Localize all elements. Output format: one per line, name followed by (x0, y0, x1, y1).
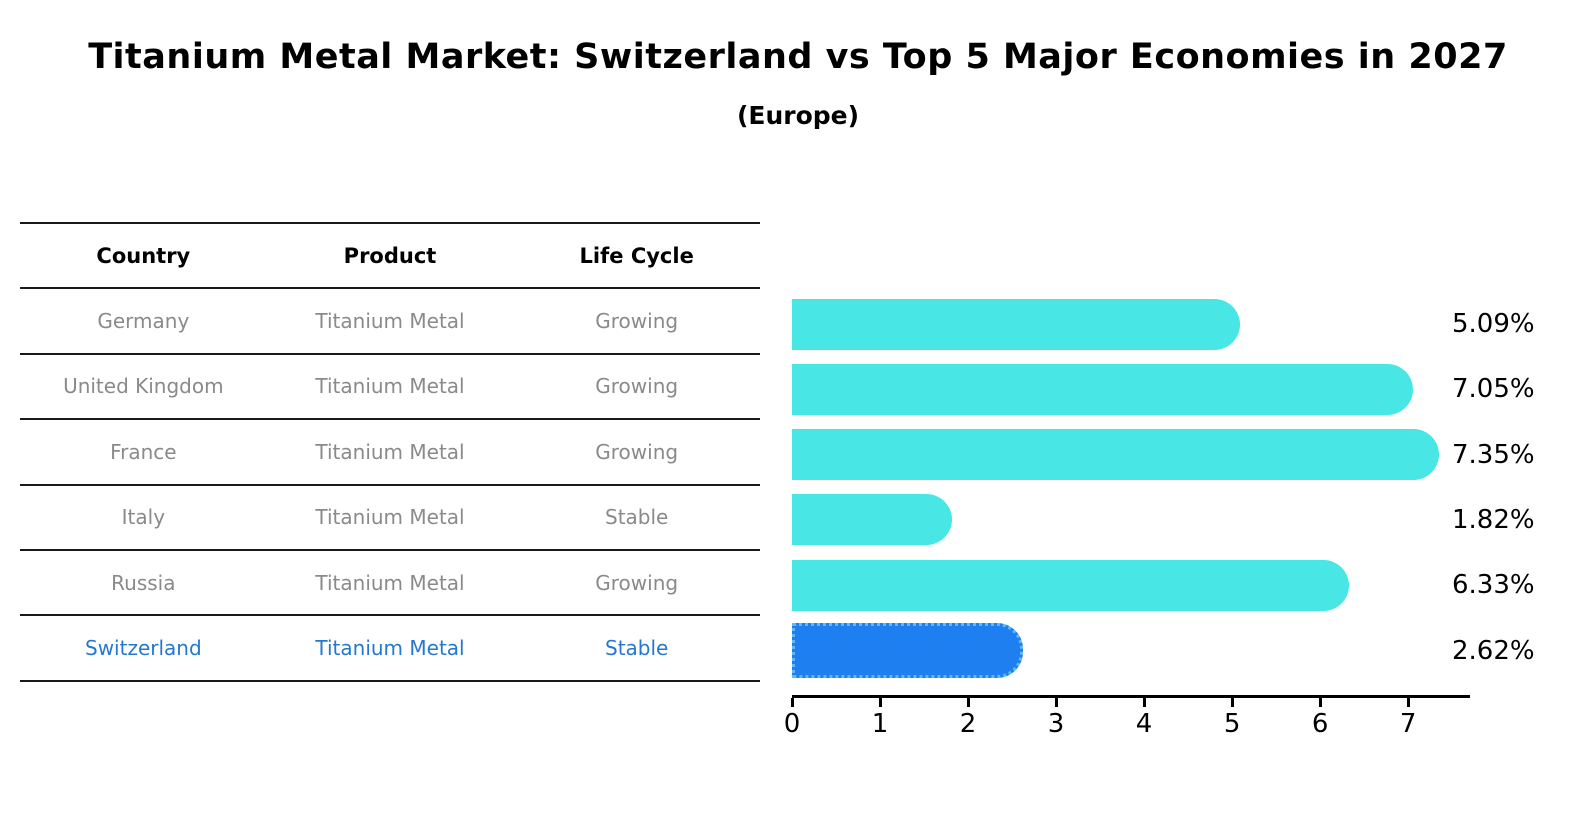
x-axis-tick-label: 7 (1399, 709, 1417, 739)
bar-switzerland (792, 623, 1023, 679)
cell-lifecycle: Growing (595, 374, 679, 399)
bar-germany (792, 298, 1241, 350)
x-axis-tick (1407, 698, 1411, 707)
table-header-row: Country Product Life Cycle (20, 224, 760, 290)
x-axis-tick (879, 698, 883, 707)
table-row-france: France Titanium Metal Growing (20, 420, 760, 486)
bar-italy (792, 494, 953, 546)
cell-product: Titanium Metal (315, 570, 465, 595)
cell-lifecycle: Stable (605, 505, 669, 530)
table-row-switzerland: Switzerland Titanium Metal Stable (20, 616, 760, 682)
value-labels-layer: 5.09% 7.05% 7.35% 1.82% 6.33% 2.62% (1452, 280, 1596, 760)
value-label-switzerland: 2.62% (1452, 635, 1535, 666)
table-row-russia: Russia Titanium Metal Growing (20, 551, 760, 617)
bar-united-kingdom (792, 363, 1413, 415)
x-axis-tick-label: 6 (1311, 709, 1329, 739)
bar-chart: 0 1 2 3 4 5 6 7 (784, 280, 1472, 760)
value-label-united-kingdom: 7.05% (1452, 374, 1535, 405)
x-axis-tick (1231, 698, 1235, 707)
column-header-lifecycle: Life Cycle (579, 243, 694, 268)
cell-product: Titanium Metal (315, 636, 465, 661)
x-axis-tick (791, 698, 794, 707)
value-label-russia: 6.33% (1452, 570, 1535, 601)
table-row-united-kingdom: United Kingdom Titanium Metal Growing (20, 355, 760, 421)
cell-lifecycle: Growing (595, 570, 679, 595)
cell-product: Titanium Metal (315, 374, 465, 399)
x-axis-tick (967, 698, 971, 707)
cell-lifecycle: Stable (605, 636, 669, 661)
x-axis-tick (1319, 698, 1323, 707)
cell-country: Italy (121, 505, 166, 530)
x-axis-tick-label: 2 (959, 709, 977, 739)
cell-country: Germany (97, 309, 190, 334)
x-axis-tick-label: 0 (783, 709, 801, 739)
x-axis-tick (1055, 698, 1059, 707)
x-axis-line (792, 695, 1470, 698)
cell-country: France (110, 439, 177, 464)
cell-lifecycle: Growing (595, 309, 679, 334)
column-header-product: Product (343, 243, 437, 268)
cell-country: Russia (111, 570, 176, 595)
cell-country: Switzerland (85, 636, 202, 661)
table-row-italy: Italy Titanium Metal Stable (20, 486, 760, 551)
column-header-country: Country (96, 243, 191, 268)
x-axis-tick-label: 5 (1223, 709, 1241, 739)
page-subtitle: (Europe) (736, 100, 860, 130)
cell-product: Titanium Metal (315, 505, 465, 530)
x-axis-tick-label: 4 (1135, 709, 1153, 739)
bar-france (792, 429, 1439, 481)
cell-product: Titanium Metal (315, 309, 465, 334)
x-axis-tick-label: 1 (871, 709, 889, 739)
value-label-germany: 5.09% (1452, 309, 1535, 339)
country-table: Country Product Life Cycle Germany Titan… (20, 222, 760, 682)
bar-russia (792, 559, 1350, 611)
page-title: Titanium Metal Market: Switzerland vs To… (88, 37, 1508, 78)
cell-product: Titanium Metal (315, 439, 465, 464)
cell-country: United Kingdom (63, 374, 224, 399)
value-label-italy: 1.82% (1452, 504, 1535, 535)
cell-lifecycle: Growing (595, 439, 679, 464)
value-label-france: 7.35% (1452, 439, 1535, 470)
table-row-germany: Germany Titanium Metal Growing (20, 289, 760, 355)
x-axis-tick (1143, 698, 1147, 707)
x-axis-tick-label: 3 (1047, 709, 1065, 739)
